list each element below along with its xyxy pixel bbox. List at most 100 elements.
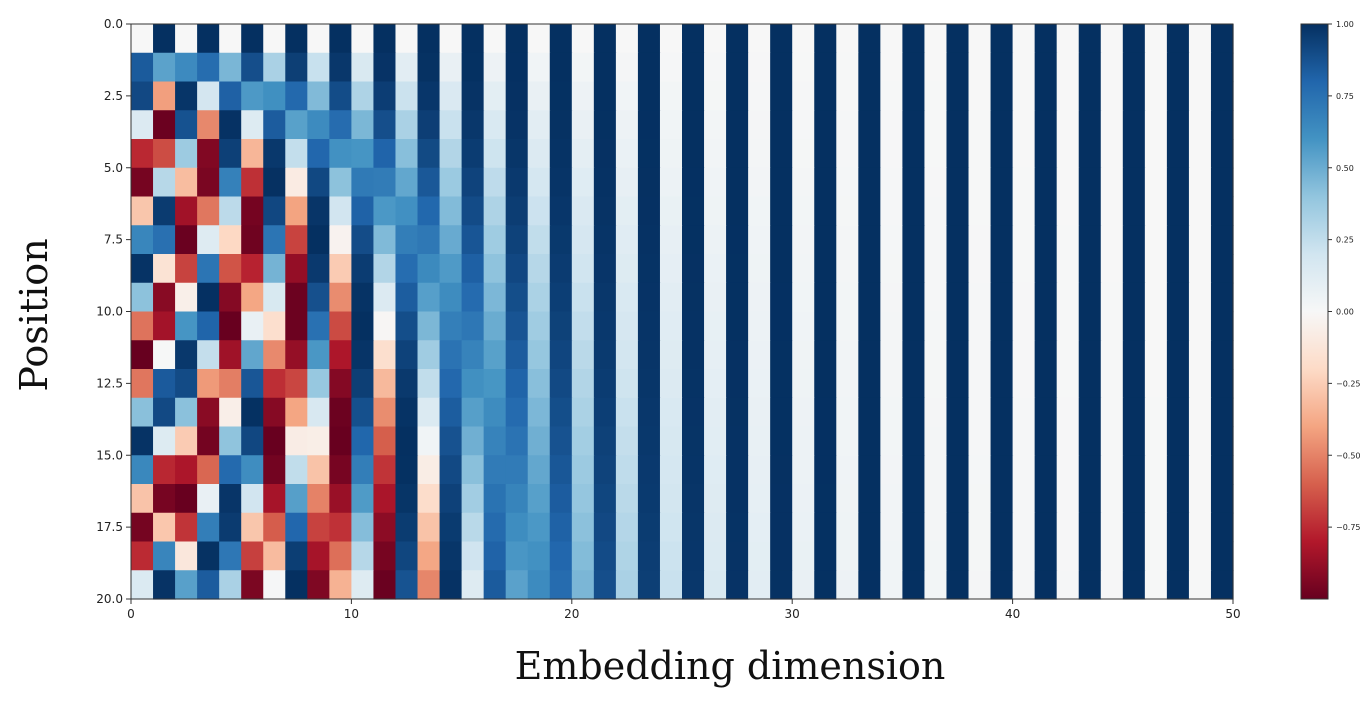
heatmap-cell bbox=[285, 24, 308, 54]
heatmap-cell bbox=[175, 369, 198, 399]
heatmap-cell bbox=[1078, 484, 1102, 514]
heatmap-cell bbox=[637, 541, 661, 571]
heatmap-cell bbox=[946, 196, 970, 226]
heatmap-cell bbox=[197, 139, 220, 169]
heatmap-cell bbox=[373, 225, 397, 255]
colorbar-tick-label: −0.75 bbox=[1336, 523, 1361, 532]
heatmap-cell bbox=[748, 167, 771, 198]
heatmap-cell bbox=[1166, 455, 1190, 485]
heatmap-cell bbox=[175, 225, 198, 255]
heatmap-cell bbox=[615, 512, 639, 543]
heatmap-cell bbox=[439, 455, 463, 485]
heatmap-cell bbox=[505, 110, 529, 140]
heatmap-cell bbox=[1144, 139, 1168, 169]
heatmap-cell bbox=[637, 397, 661, 428]
heatmap-cell bbox=[1166, 282, 1190, 313]
heatmap-cell bbox=[924, 311, 948, 341]
heatmap-cell bbox=[527, 455, 551, 485]
heatmap-cell bbox=[726, 369, 749, 399]
heatmap-cell bbox=[417, 225, 441, 255]
heatmap-cell bbox=[1012, 282, 1036, 313]
heatmap-cell bbox=[990, 282, 1014, 313]
heatmap-cell bbox=[439, 167, 463, 198]
heatmap-cell bbox=[219, 110, 242, 140]
heatmap-cell bbox=[1056, 311, 1080, 341]
heatmap-cell bbox=[241, 426, 264, 456]
heatmap-cell bbox=[726, 397, 749, 428]
heatmap-cell bbox=[968, 225, 992, 255]
heatmap-cell bbox=[241, 570, 264, 600]
heatmap-cell bbox=[439, 196, 463, 226]
heatmap-cell bbox=[990, 225, 1014, 255]
heatmap-cell bbox=[858, 225, 881, 255]
heatmap-cell bbox=[285, 110, 308, 140]
heatmap-cell bbox=[924, 254, 948, 284]
heatmap-cell bbox=[549, 340, 573, 370]
heatmap-cell bbox=[461, 196, 485, 226]
heatmap-cell bbox=[637, 484, 661, 514]
heatmap-cell bbox=[241, 369, 264, 399]
heatmap-cell bbox=[836, 254, 859, 284]
heatmap-cell bbox=[285, 570, 308, 600]
heatmap-cell bbox=[726, 282, 749, 313]
heatmap-cell bbox=[1012, 512, 1036, 543]
y-tick-label: 2.5 bbox=[104, 89, 123, 103]
heatmap-cell bbox=[990, 24, 1014, 54]
heatmap-cell bbox=[373, 541, 397, 571]
heatmap-cell bbox=[483, 196, 507, 226]
heatmap-cell bbox=[197, 196, 220, 226]
heatmap-cell bbox=[1034, 52, 1058, 83]
heatmap-cell bbox=[726, 311, 749, 341]
heatmap-cell bbox=[285, 340, 308, 370]
heatmap-cell bbox=[153, 167, 176, 198]
heatmap-cell bbox=[726, 340, 749, 370]
heatmap-cell bbox=[968, 282, 992, 313]
heatmap-cell bbox=[1034, 110, 1058, 140]
heatmap-cell bbox=[219, 81, 242, 111]
heatmap-cell bbox=[1100, 426, 1124, 456]
heatmap-cell bbox=[351, 484, 375, 514]
heatmap-cell bbox=[439, 24, 463, 54]
heatmap-cell bbox=[461, 139, 485, 169]
heatmap-cell bbox=[439, 484, 463, 514]
heatmap-cell bbox=[704, 254, 727, 284]
heatmap-cell bbox=[726, 196, 749, 226]
heatmap-cell bbox=[329, 254, 352, 284]
heatmap-cell bbox=[637, 311, 661, 341]
heatmap-cell bbox=[880, 225, 903, 255]
heatmap-cell bbox=[836, 340, 859, 370]
heatmap-cell bbox=[505, 282, 529, 313]
heatmap-cell bbox=[880, 570, 903, 600]
heatmap-cell bbox=[814, 369, 837, 399]
heatmap-cell bbox=[241, 139, 264, 169]
heatmap-cell bbox=[285, 139, 308, 169]
heatmap-cell bbox=[351, 541, 375, 571]
y-tick-label: 7.5 bbox=[104, 233, 123, 247]
heatmap-cell bbox=[1012, 81, 1036, 111]
heatmap-cell bbox=[461, 225, 485, 255]
heatmap-cell bbox=[593, 24, 617, 54]
heatmap-cell bbox=[1056, 52, 1080, 83]
heatmap-cell bbox=[1122, 81, 1146, 111]
heatmap-cell bbox=[748, 512, 771, 543]
heatmap-cell bbox=[792, 512, 815, 543]
heatmap-cell bbox=[505, 426, 529, 456]
heatmap-cell bbox=[836, 110, 859, 140]
heatmap-cell bbox=[351, 570, 375, 600]
heatmap-cell bbox=[131, 484, 154, 514]
heatmap-cell bbox=[131, 397, 154, 428]
heatmap-cell bbox=[1166, 110, 1190, 140]
heatmap-cell bbox=[461, 369, 485, 399]
heatmap-cell bbox=[131, 282, 154, 313]
heatmap-cell bbox=[946, 570, 970, 600]
heatmap-cell bbox=[1210, 340, 1234, 370]
heatmap-cell bbox=[924, 225, 948, 255]
heatmap-cell bbox=[770, 139, 793, 169]
heatmap-cell bbox=[682, 455, 705, 485]
heatmap-cell bbox=[505, 484, 529, 514]
heatmap-cell bbox=[1188, 196, 1212, 226]
heatmap-cell bbox=[395, 52, 419, 83]
heatmap-cell bbox=[968, 570, 992, 600]
heatmap-cell bbox=[615, 110, 639, 140]
heatmap-cell bbox=[637, 570, 661, 600]
